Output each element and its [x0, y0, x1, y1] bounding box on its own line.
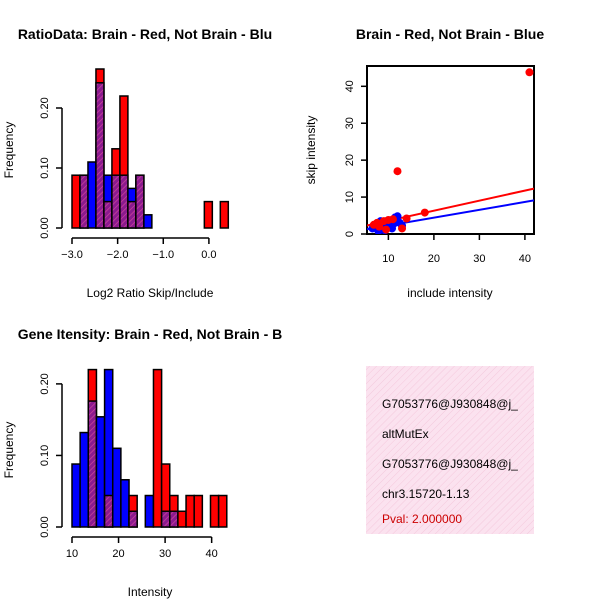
- plot-frame: [366, 65, 535, 235]
- x-tick-label: 0.0: [201, 249, 216, 261]
- chart-title: RatioData: Brain - Red, Not Brain - Blu: [18, 26, 272, 42]
- x-tick-label: 10: [66, 548, 78, 560]
- x-tick-label: 30: [473, 253, 485, 265]
- scatter-point-brain: [525, 68, 534, 77]
- annotation-line: G7053776@J930848@j_: [382, 457, 518, 471]
- y-tick-label: 40: [344, 80, 356, 92]
- y-axis-label: skip intensity: [304, 116, 318, 185]
- histogram-bar-brain: [217, 494, 228, 528]
- y-tick-label: 20: [344, 154, 356, 166]
- scatter-point-brain: [388, 215, 397, 224]
- histogram-bar-brain: [219, 200, 230, 229]
- histogram-bar-overlap: [119, 174, 129, 229]
- scatter-point-brain: [373, 218, 382, 227]
- intensity-histogram-axes: 10 20 30 40 0.00 0.10 0.20: [39, 373, 218, 560]
- annotation-line: altMutEx: [382, 427, 429, 441]
- histogram-bar-overlap: [95, 82, 105, 229]
- x-tick-label: −3.0: [61, 249, 83, 261]
- y-axis-label: Frequency: [2, 422, 16, 479]
- x-axis-label: include intensity: [407, 286, 492, 300]
- x-tick-label: 40: [206, 548, 218, 560]
- x-tick-label: 40: [519, 253, 531, 265]
- histogram-bar-not-brain: [143, 214, 153, 229]
- annotation-line: chr3.15720-1.13: [382, 487, 470, 501]
- histogram-bar-overlap: [79, 174, 89, 229]
- histogram-bar-brain: [209, 494, 220, 528]
- x-tick-label: −2.0: [107, 249, 129, 261]
- y-tick-label: 0.20: [39, 97, 51, 118]
- histogram-bar-overlap: [128, 510, 138, 528]
- histogram-bar-not-brain: [144, 494, 155, 528]
- x-tick-label: 20: [428, 253, 440, 265]
- histogram-bar-overlap: [111, 174, 121, 229]
- x-axis-label: Log2 Ratio Skip/Include: [87, 286, 214, 300]
- histogram-bar-not-brain: [71, 463, 81, 528]
- scatter-point-brain: [420, 208, 429, 217]
- x-axis-label: Intensity: [128, 585, 173, 599]
- histogram-bar-not-brain: [79, 431, 90, 528]
- scatter-panel: Brain - Red, Not Brain - Blue 10 20 30 4001…: [304, 26, 544, 300]
- scatter-points: [368, 68, 534, 234]
- annotation-panel: G7053776@J930848@j_ altMutEx G7053776@J9…: [366, 366, 534, 534]
- histogram-bar-not-brain: [95, 416, 106, 528]
- scatter-point-brain: [402, 214, 411, 223]
- ratio-histogram-axes: −3.0 −2.0 −1.0 0.0 0.00 0.10 0.20: [39, 97, 217, 261]
- scatter-point-brain: [398, 224, 407, 233]
- y-tick-label: 30: [344, 117, 356, 129]
- y-tick-label: 0.00: [39, 516, 51, 537]
- chart-title: Brain - Red, Not Brain - Blue: [356, 26, 544, 42]
- annotation-background: [366, 366, 534, 534]
- y-tick-label: 10: [344, 191, 356, 203]
- scatter-point-brain: [382, 225, 391, 234]
- histogram-bar-overlap: [135, 174, 145, 229]
- ratio-histogram-panel: RatioData: Brain - Red, Not Brain - Blu …: [2, 26, 272, 300]
- x-tick-label: −1.0: [152, 249, 174, 261]
- scatter-axes: 10 20 30 40 0 10 20 30 40: [344, 80, 531, 265]
- histogram-bar-overlap: [87, 400, 98, 528]
- histogram-bar-brain: [185, 494, 195, 528]
- histogram-bar-overlap: [160, 510, 171, 528]
- y-tick-label: 0.20: [39, 373, 51, 394]
- histogram-bar-brain: [71, 174, 81, 229]
- histogram-bar-overlap: [169, 510, 179, 528]
- histogram-bar-not-brain: [120, 479, 130, 528]
- histogram-bar-overlap: [127, 200, 137, 229]
- ratio-histogram-bars: [71, 68, 230, 229]
- histogram-bar-overlap: [103, 494, 114, 528]
- y-tick-label: 0.00: [39, 217, 51, 238]
- y-tick-label: 0.10: [39, 157, 51, 178]
- histogram-bar-brain: [193, 494, 204, 528]
- x-tick-label: 10: [382, 253, 394, 265]
- intensity-histogram-panel: Gene Itensity: Brain - Red, Not Brain - …: [2, 326, 282, 599]
- chart-title: Gene Itensity: Brain - Red, Not Brain - …: [18, 326, 282, 342]
- intensity-histogram-bars: [71, 368, 228, 528]
- y-tick-label: 0: [344, 231, 356, 237]
- histogram-bar-overlap: [103, 200, 113, 229]
- histogram-bar-brain: [177, 510, 187, 528]
- histogram-bar-not-brain: [111, 447, 122, 528]
- scatter-point-brain: [393, 167, 402, 176]
- annotation-line: G7053776@J930848@j_: [382, 397, 518, 411]
- x-tick-label: 20: [112, 548, 124, 560]
- y-tick-label: 0.10: [39, 445, 51, 466]
- y-axis-label: Frequency: [2, 122, 16, 179]
- pval-text: Pval: 2.000000: [382, 512, 462, 526]
- histogram-bar-not-brain: [87, 161, 97, 229]
- x-tick-label: 30: [159, 548, 171, 560]
- histogram-bar-brain: [152, 368, 163, 528]
- histogram-bar-brain: [203, 200, 214, 229]
